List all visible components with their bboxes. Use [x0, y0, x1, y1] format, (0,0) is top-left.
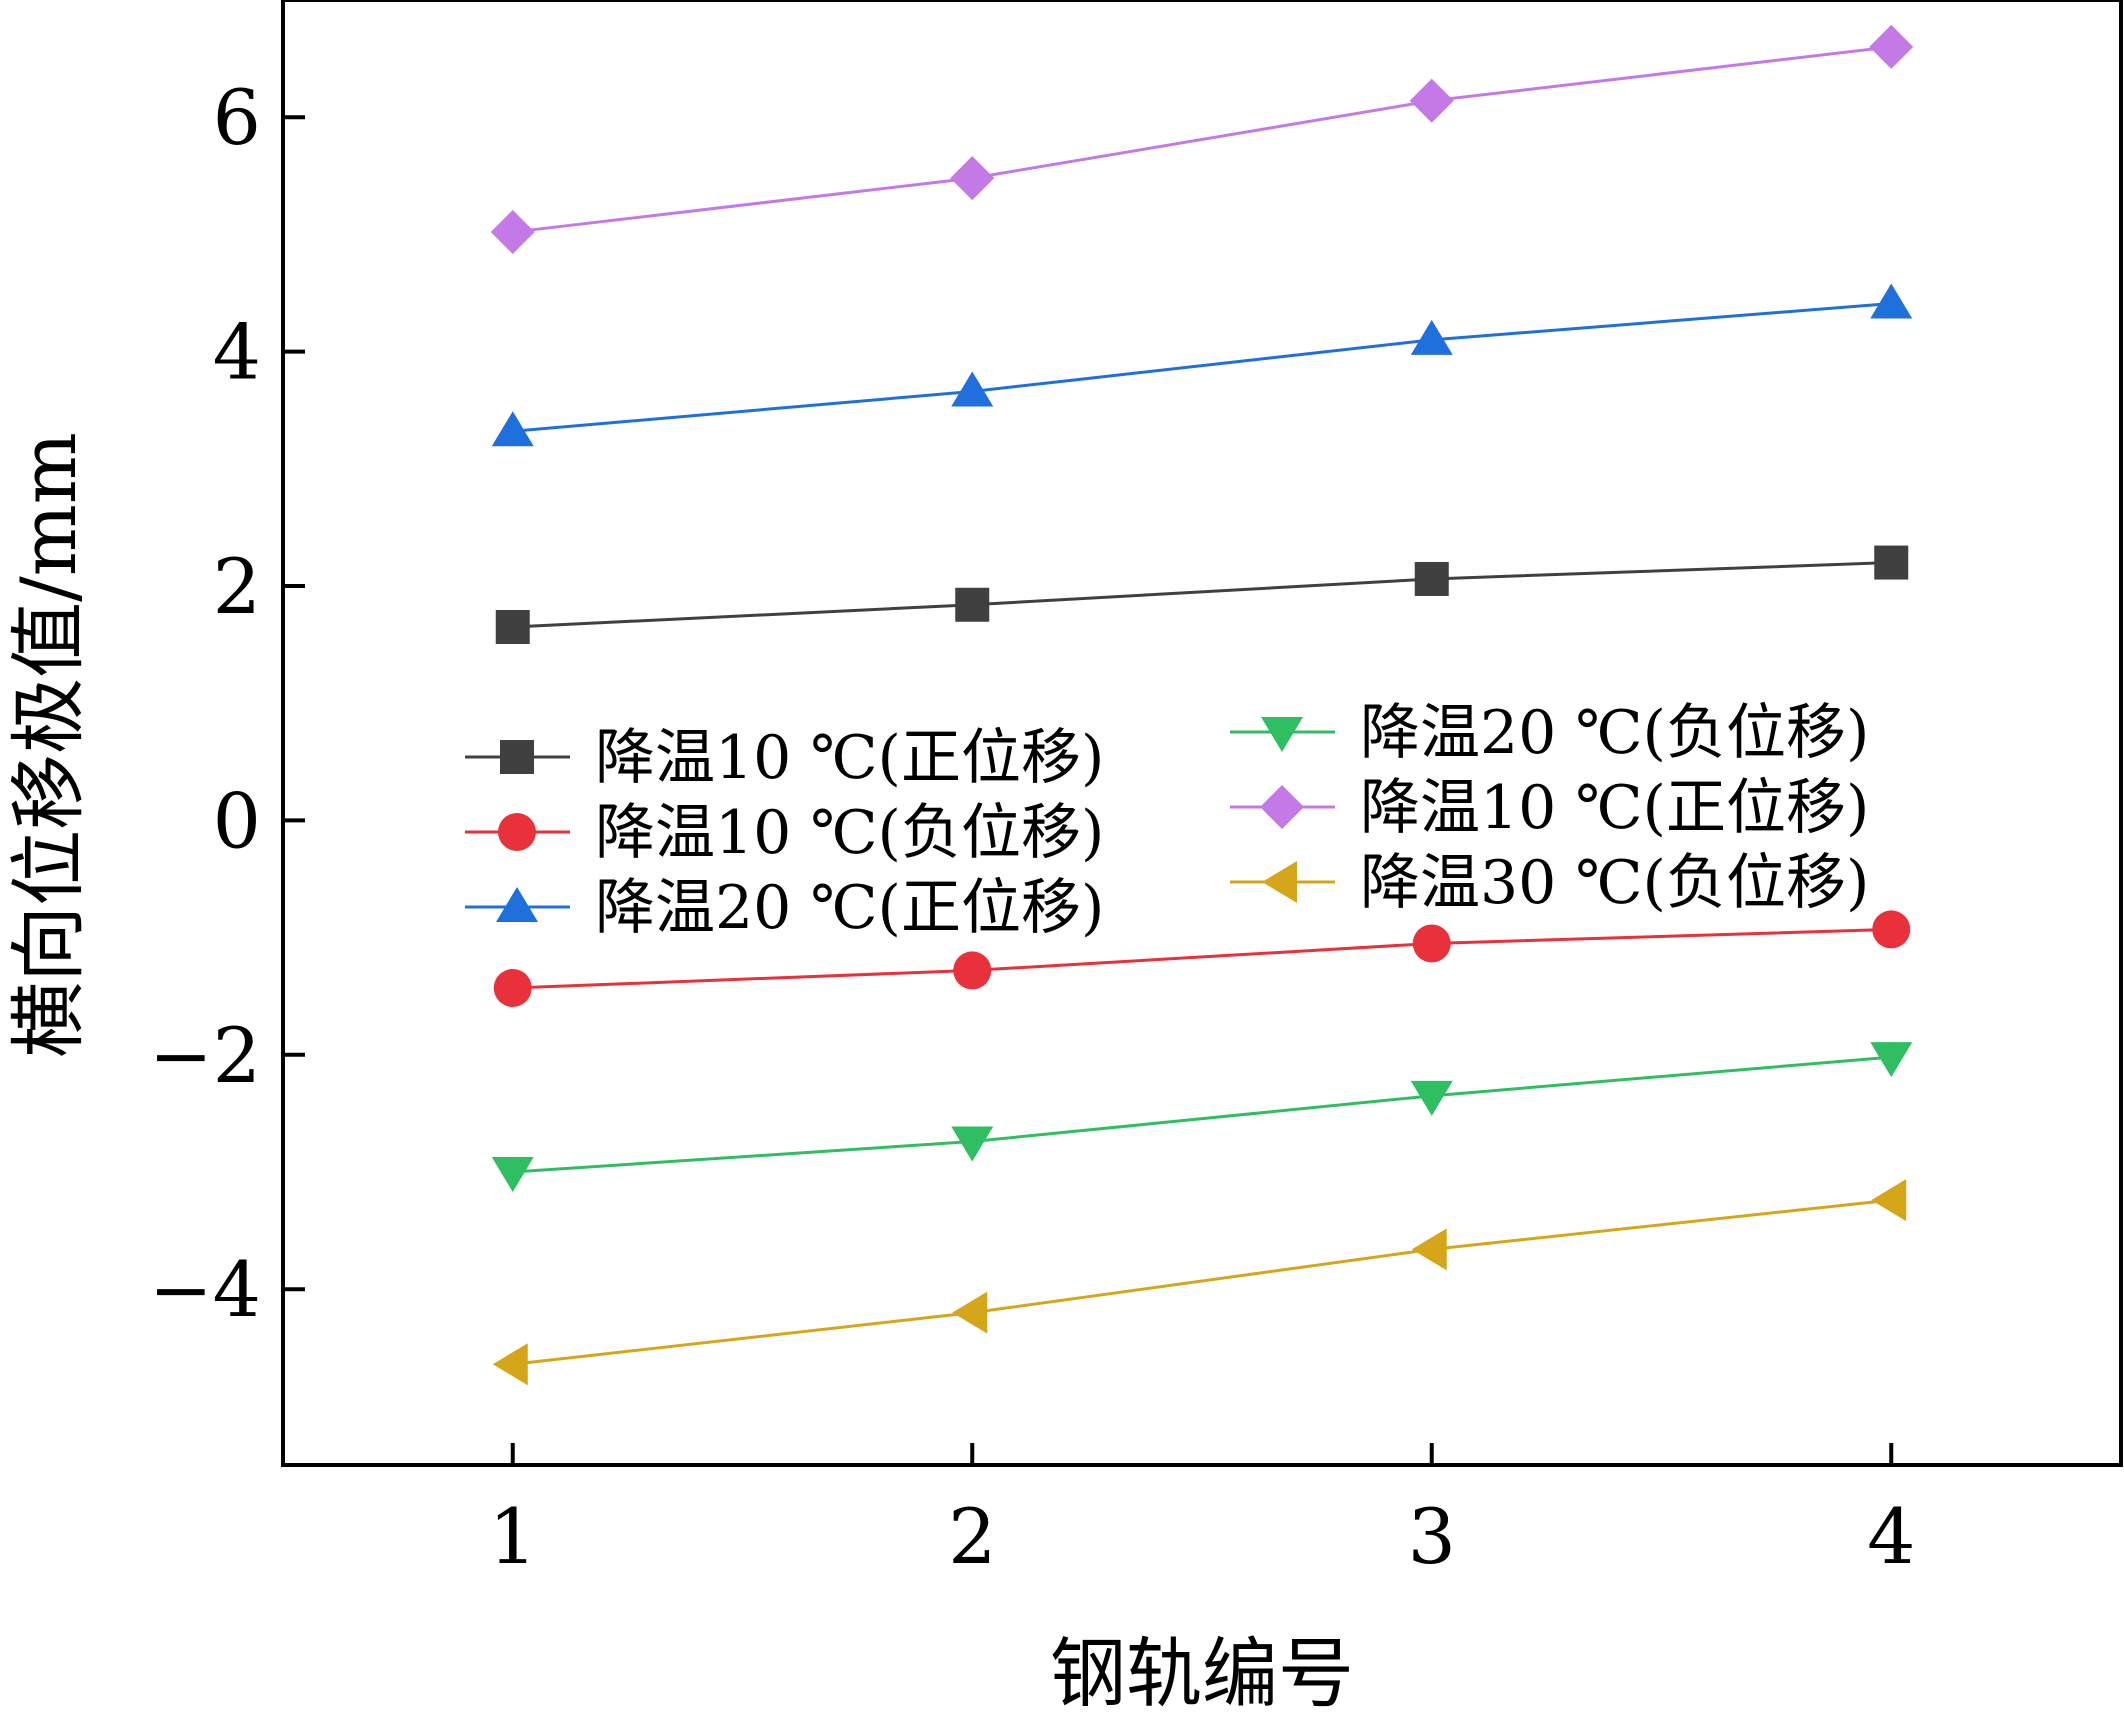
x-axis-ticks: 1 2 3 4: [489, 1443, 1915, 1581]
series-layer: [490, 24, 1914, 1386]
data-point: [495, 610, 530, 645]
x-tick-label: 2: [948, 1492, 996, 1581]
legend-item: 降温30 ℃(负位移): [1230, 848, 1869, 918]
data-point: [490, 210, 535, 255]
legend-marker: [500, 740, 534, 774]
series-line: [512, 561, 1892, 629]
series-5: [490, 24, 1914, 255]
data-point: [1409, 78, 1454, 123]
data-point: [953, 951, 992, 990]
x-tick-label: 1: [489, 1492, 537, 1581]
y-axis-title: 横向位移极值/mm: [4, 432, 93, 1058]
legend-item: 降温10 ℃(正位移): [1230, 773, 1869, 843]
y-axis-ticks: −4 −2 0 2 4 6: [149, 73, 305, 1334]
data-point: [955, 587, 990, 622]
data-point: [1872, 910, 1911, 949]
data-point: [951, 1126, 994, 1162]
data-point: [1870, 1042, 1913, 1078]
legend-label: 降温20 ℃(正位移): [595, 873, 1104, 943]
x-axis-title: 钢轨编号: [1050, 1629, 1354, 1716]
y-tick-label: 4: [213, 308, 261, 397]
data-point: [1869, 24, 1914, 69]
data-point: [951, 371, 994, 407]
legend-label: 降温10 ℃(负位移): [595, 798, 1104, 868]
data-point: [950, 156, 995, 201]
legend-marker: [1262, 861, 1297, 903]
data-point: [1874, 545, 1909, 580]
y-tick-label: 2: [213, 542, 261, 631]
legend-label: 降温20 ℃(负位移): [1360, 698, 1869, 768]
legend-marker: [1260, 785, 1304, 829]
data-point: [1412, 924, 1451, 963]
legend-item: 降温10 ℃(正位移): [465, 723, 1104, 793]
data-point: [1414, 561, 1449, 596]
series-line: [512, 1198, 1892, 1366]
series-line: [512, 45, 1892, 234]
x-tick-label: 4: [1867, 1492, 1915, 1581]
y-tick-label: 6: [213, 73, 261, 162]
data-point: [1870, 283, 1913, 319]
legend-label: 降温10 ℃(正位移): [595, 723, 1104, 793]
data-point: [492, 1343, 528, 1386]
legend-item: 降温20 ℃(正位移): [465, 873, 1104, 943]
legend-label: 降温10 ℃(正位移): [1360, 773, 1869, 843]
legend-item: 降温10 ℃(负位移): [465, 798, 1104, 868]
series-line: [512, 927, 1892, 990]
series-4: [491, 1042, 1913, 1192]
data-point: [491, 1157, 534, 1192]
series-1: [495, 545, 1909, 645]
legend-marker: [496, 887, 538, 922]
legend: 降温10 ℃(正位移)降温10 ℃(负位移)降温20 ℃(正位移)降温20 ℃(…: [465, 698, 1869, 943]
data-point: [1411, 1228, 1447, 1271]
series-6: [492, 1179, 1907, 1386]
legend-marker: [1261, 717, 1303, 752]
legend-marker: [498, 813, 536, 851]
series-line: [512, 302, 1892, 433]
plot-frame: [281, 0, 2123, 1467]
data-point: [1871, 1179, 1907, 1222]
series-3: [491, 283, 1913, 447]
data-point: [952, 1291, 988, 1334]
y-tick-label: 0: [213, 776, 261, 865]
data-point: [493, 968, 532, 1007]
legend-item: 降温20 ℃(负位移): [1230, 698, 1869, 768]
data-point: [491, 411, 534, 447]
y-tick-label: −2: [149, 1011, 261, 1100]
x-tick-label: 3: [1408, 1492, 1456, 1581]
series-line: [512, 1055, 1892, 1174]
y-tick-label: −4: [149, 1245, 261, 1334]
data-point: [1410, 1080, 1453, 1116]
data-point: [1410, 319, 1453, 355]
series-2: [493, 910, 1911, 1007]
legend-label: 降温30 ℃(负位移): [1360, 848, 1869, 918]
